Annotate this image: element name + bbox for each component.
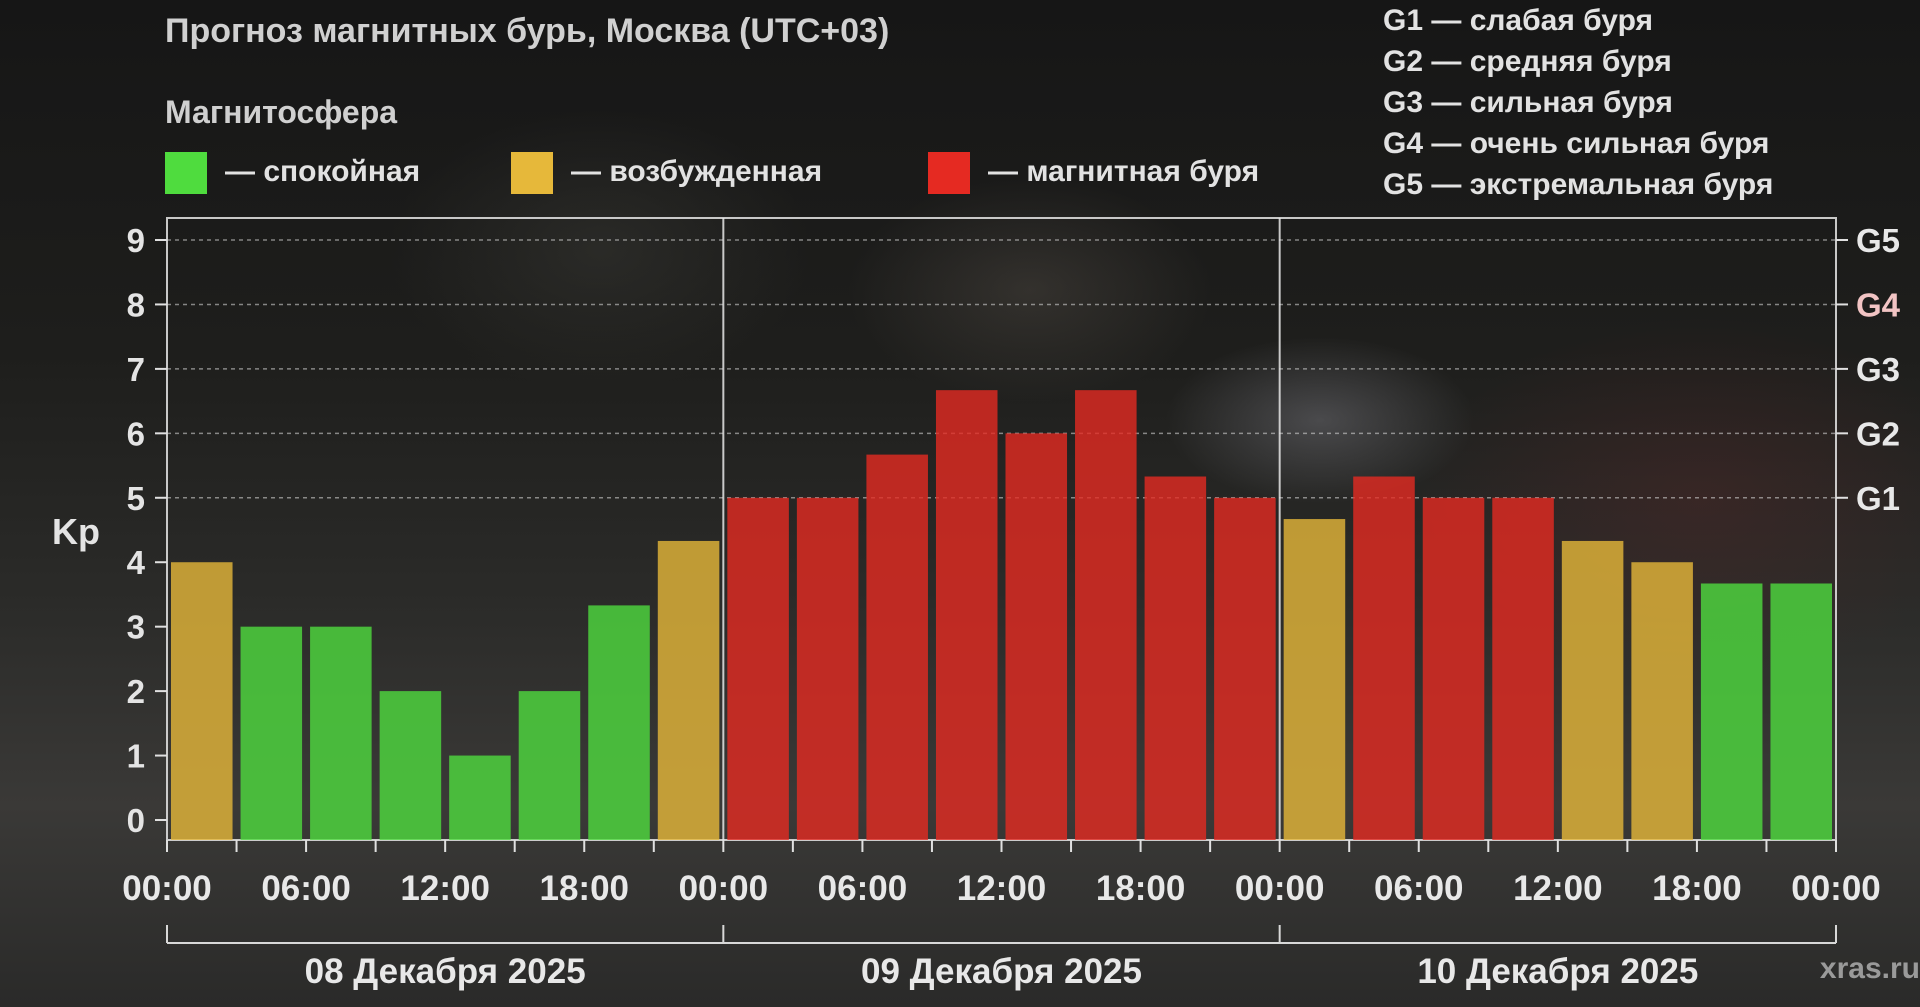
x-tick-label: 18:00 bbox=[539, 869, 629, 908]
kp-bar bbox=[588, 605, 650, 840]
kp-bar bbox=[1492, 497, 1554, 840]
day-label: 10 Декабря 2025 bbox=[1417, 952, 1698, 991]
g-tick-label: G5 bbox=[1856, 222, 1900, 259]
x-tick-label: 00:00 bbox=[122, 869, 212, 908]
kp-bar bbox=[1561, 540, 1624, 840]
legend-swatch-quiet bbox=[165, 152, 207, 194]
kp-bar bbox=[1700, 583, 1763, 840]
day-label: 08 Декабря 2025 bbox=[305, 952, 586, 991]
y-tick-label: 9 bbox=[127, 222, 145, 259]
g-tick-label: G4 bbox=[1856, 286, 1901, 323]
x-tick-label: 12:00 bbox=[957, 869, 1047, 908]
y-tick-label: 0 bbox=[127, 802, 145, 839]
y-tick-label: 3 bbox=[127, 609, 145, 646]
kp-bar bbox=[518, 691, 581, 840]
kp-bar bbox=[1075, 390, 1137, 840]
kp-bar bbox=[657, 540, 720, 840]
g-scale-item-g1: G1 — слабая буря bbox=[1383, 4, 1654, 37]
y-tick-label: 4 bbox=[127, 544, 146, 581]
kp-bar bbox=[1631, 562, 1693, 840]
g-tick-label: G2 bbox=[1856, 415, 1900, 452]
kp-bar bbox=[796, 497, 859, 840]
kp-bar bbox=[1214, 497, 1276, 840]
kp-bar bbox=[1422, 497, 1485, 840]
kp-bar bbox=[866, 454, 928, 840]
x-tick-label: 06:00 bbox=[1374, 869, 1464, 908]
g-tick-label: G1 bbox=[1856, 480, 1900, 517]
kp-bar bbox=[449, 755, 511, 840]
y-tick-label: 8 bbox=[127, 286, 145, 323]
legend-label-active: — возбужденная bbox=[571, 155, 823, 188]
y-tick-label: 2 bbox=[127, 673, 145, 710]
x-tick-label: 06:00 bbox=[818, 869, 908, 908]
page-title: Прогноз магнитных бурь, Москва (UTC+03) bbox=[165, 12, 890, 50]
kp-bar bbox=[727, 497, 789, 840]
x-tick-label: 12:00 bbox=[400, 869, 490, 908]
g-scale-item-g5: G5 — экстремальная буря bbox=[1383, 168, 1774, 201]
x-tick-label: 06:00 bbox=[261, 869, 351, 908]
watermark: xras.ru bbox=[1819, 952, 1920, 985]
kp-bar bbox=[1144, 476, 1207, 840]
y-tick-label: 7 bbox=[127, 351, 145, 388]
y-tick-label: 5 bbox=[127, 480, 145, 517]
kp-bar bbox=[1353, 476, 1415, 840]
y-tick-label: 6 bbox=[127, 415, 145, 452]
kp-bar bbox=[935, 390, 998, 840]
legend-swatch-active bbox=[511, 152, 553, 194]
x-tick-label: 18:00 bbox=[1652, 869, 1742, 908]
kp-bar bbox=[1005, 433, 1068, 840]
kp-bar bbox=[379, 691, 442, 840]
day-label: 09 Декабря 2025 bbox=[861, 952, 1142, 991]
kp-bar bbox=[1770, 583, 1832, 840]
x-tick-label: 00:00 bbox=[1235, 869, 1325, 908]
g-scale-item-g4: G4 — очень сильная буря bbox=[1383, 127, 1770, 160]
kp-bar bbox=[171, 562, 233, 840]
legend-label-quiet: — спокойная bbox=[225, 155, 421, 188]
g-scale-item-g3: G3 — сильная буря bbox=[1383, 86, 1673, 119]
x-tick-label: 00:00 bbox=[679, 869, 769, 908]
x-tick-label: 12:00 bbox=[1513, 869, 1603, 908]
x-tick-label: 18:00 bbox=[1096, 869, 1186, 908]
g-scale-legend: G1 — слабая буря G2 — средняя буря G3 — … bbox=[1383, 0, 1773, 205]
y-axis-label: Kp bbox=[52, 511, 100, 552]
legend-label-storm: — магнитная буря bbox=[988, 155, 1260, 188]
y-tick-label: 1 bbox=[127, 738, 145, 775]
legend-heading: Магнитосфера bbox=[165, 94, 398, 130]
kp-bar bbox=[1283, 519, 1346, 840]
g-tick-label: G3 bbox=[1856, 351, 1900, 388]
x-tick-label: 00:00 bbox=[1791, 869, 1881, 908]
kp-bar bbox=[310, 626, 372, 840]
g-scale-item-g2: G2 — средняя буря bbox=[1383, 45, 1672, 78]
legend-swatch-storm bbox=[928, 152, 970, 194]
kp-bar bbox=[240, 626, 303, 840]
